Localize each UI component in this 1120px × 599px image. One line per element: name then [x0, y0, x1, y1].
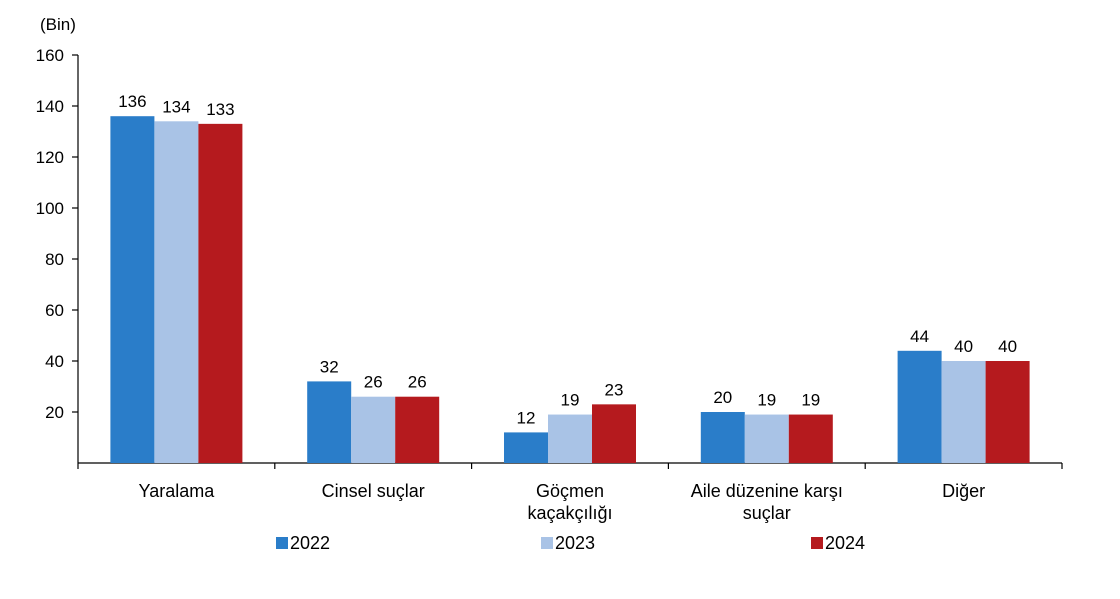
bar-2023 — [744, 414, 789, 463]
bar-2022 — [897, 350, 942, 463]
y-tick-label: 80 — [45, 250, 64, 269]
y-axis: 20 40 60 80 100 120 140 160 — [36, 46, 79, 463]
bar-2024 — [198, 123, 243, 463]
category-label: Yaralama — [139, 481, 216, 501]
category-label: Diğer — [942, 481, 985, 501]
category-label: Göçmen — [536, 481, 604, 501]
data-label: 40 — [954, 337, 973, 356]
legend: 2022 2023 2024 — [276, 533, 865, 553]
data-label: 32 — [320, 357, 339, 376]
data-label: 19 — [801, 391, 820, 410]
bar-2022 — [700, 412, 745, 463]
y-tick-label: 140 — [36, 97, 64, 116]
data-label: 19 — [757, 391, 776, 410]
bar-2023 — [154, 121, 199, 464]
legend-label: 2022 — [290, 533, 330, 553]
y-tick-label: 60 — [45, 301, 64, 320]
y-tick-label: 40 — [45, 352, 64, 371]
data-label: 134 — [162, 97, 190, 116]
legend-label: 2024 — [825, 533, 865, 553]
data-label: 44 — [910, 327, 929, 346]
data-label: 26 — [364, 373, 383, 392]
data-label: 133 — [206, 100, 234, 119]
bar-2022 — [504, 432, 548, 463]
bar-2023 — [941, 361, 986, 463]
y-tick-label: 160 — [36, 46, 64, 65]
legend-swatch-2022 — [276, 537, 288, 549]
bars-group — [110, 116, 1030, 464]
legend-label: 2023 — [555, 533, 595, 553]
x-axis — [77, 462, 1063, 469]
data-label: 136 — [118, 92, 146, 111]
data-label: 23 — [605, 380, 624, 399]
y-tick-label: 20 — [45, 403, 64, 422]
bar-2024 — [592, 404, 636, 463]
data-label: 20 — [713, 388, 732, 407]
y-tick-label: 100 — [36, 199, 64, 218]
y-axis-unit-label: (Bin) — [40, 15, 76, 34]
data-label: 12 — [517, 408, 536, 427]
category-label: suçlar — [743, 503, 791, 523]
category-label: Cinsel suçlar — [322, 481, 425, 501]
data-label: 19 — [561, 391, 580, 410]
bar-2022 — [110, 116, 155, 463]
bar-2023 — [351, 396, 396, 463]
y-tick-label: 120 — [36, 148, 64, 167]
category-label: kaçakçılığı — [527, 503, 612, 523]
bar-2024 — [788, 414, 833, 463]
bar-2024 — [985, 361, 1030, 463]
data-label: 26 — [408, 373, 427, 392]
category-label: Aile düzenine karşı — [691, 481, 843, 501]
bar-2023 — [548, 414, 592, 463]
data-label: 40 — [998, 337, 1017, 356]
legend-swatch-2023 — [541, 537, 553, 549]
legend-swatch-2024 — [811, 537, 823, 549]
bar-2024 — [395, 396, 440, 463]
data-labels-group: 136 134 133 32 26 26 12 19 23 20 19 19 44 40 40 — [118, 92, 1017, 427]
bar-2022 — [307, 381, 352, 463]
